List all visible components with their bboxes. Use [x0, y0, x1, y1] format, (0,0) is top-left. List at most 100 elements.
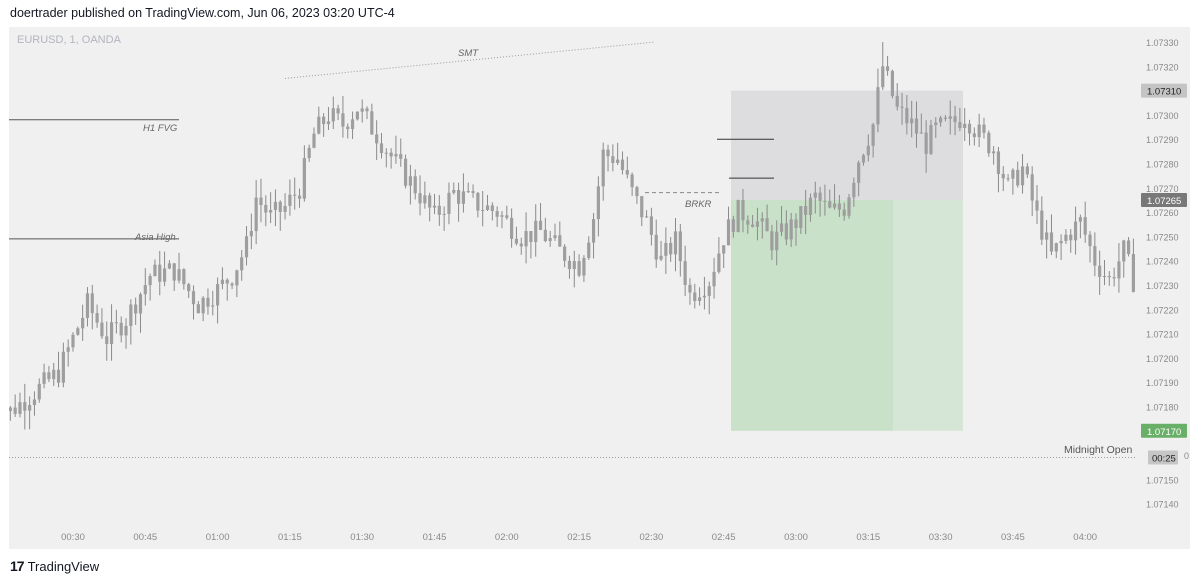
candle-body[interactable] [510, 217, 514, 239]
candle-body[interactable] [360, 108, 364, 112]
candle-body[interactable] [905, 107, 909, 124]
candle-body[interactable] [678, 231, 682, 262]
candle-body[interactable] [235, 270, 239, 286]
candle-body[interactable] [466, 191, 470, 193]
candle-body[interactable] [370, 111, 374, 135]
candle-body[interactable] [519, 243, 523, 247]
candle-body[interactable] [746, 220, 750, 225]
candle-body[interactable] [625, 170, 629, 175]
candle-body[interactable] [770, 231, 774, 251]
candle-body[interactable] [28, 405, 32, 411]
candle-body[interactable] [972, 133, 976, 138]
candle-body[interactable] [712, 271, 716, 287]
candle-body[interactable] [587, 242, 591, 259]
candle-body[interactable] [317, 116, 321, 134]
candle-body[interactable] [399, 154, 403, 159]
candle-body[interactable] [389, 152, 393, 157]
candle-body[interactable] [172, 263, 176, 281]
candle-body[interactable] [71, 334, 75, 348]
candle-body[interactable] [654, 234, 658, 260]
candle-body[interactable] [191, 291, 196, 305]
candle-body[interactable] [90, 293, 94, 314]
candle-body[interactable] [582, 258, 586, 276]
candle-body[interactable] [9, 407, 12, 412]
candle-body[interactable] [143, 285, 147, 295]
candle-body[interactable] [225, 279, 229, 284]
candle-body[interactable] [548, 238, 552, 242]
candle-body[interactable] [779, 223, 784, 232]
candle-body[interactable] [630, 174, 634, 188]
candle-body[interactable] [567, 260, 572, 270]
candle-body[interactable] [818, 192, 822, 201]
candle-body[interactable] [514, 238, 519, 244]
candle-body[interactable] [799, 206, 803, 228]
candle-body[interactable] [408, 176, 412, 186]
candle-body[interactable] [722, 245, 726, 254]
candle-body[interactable] [958, 122, 962, 128]
candle-body[interactable] [61, 351, 65, 383]
candle-body[interactable] [269, 209, 273, 213]
candle-body[interactable] [230, 283, 234, 286]
candle-body[interactable] [900, 106, 904, 108]
candle-body[interactable] [698, 297, 702, 302]
candle-body[interactable] [461, 191, 466, 204]
candle-body[interactable] [495, 211, 499, 217]
candle-body[interactable] [683, 261, 687, 285]
candle-body[interactable] [331, 108, 335, 122]
candle-body[interactable] [293, 194, 297, 196]
candle-body[interactable] [259, 197, 263, 206]
candle-body[interactable] [481, 209, 485, 211]
candle-body[interactable] [664, 242, 668, 256]
candle-body[interactable] [37, 383, 41, 400]
candle-body[interactable] [490, 205, 494, 212]
candle-body[interactable] [1126, 240, 1131, 255]
candle-body[interactable] [109, 322, 114, 345]
candle-body[interactable] [673, 231, 678, 255]
candle-body[interactable] [895, 95, 899, 107]
candle-body[interactable] [543, 229, 547, 242]
candle-body[interactable] [620, 159, 625, 171]
candle-body[interactable] [794, 219, 798, 228]
candle-body[interactable] [866, 145, 870, 156]
candle-body[interactable] [365, 108, 369, 112]
candle-body[interactable] [572, 261, 576, 270]
candle-body[interactable] [842, 209, 846, 216]
candle-body[interactable] [1112, 277, 1116, 279]
candle-body[interactable] [640, 196, 644, 218]
candle-body[interactable] [124, 325, 128, 336]
candle-body[interactable] [741, 199, 745, 221]
candle-body[interactable] [828, 201, 832, 208]
candle-body[interactable] [442, 213, 446, 215]
candle-body[interactable] [1083, 217, 1087, 235]
candle-body[interactable] [553, 235, 557, 239]
smt-line[interactable] [284, 41, 656, 79]
candle-body[interactable] [967, 123, 972, 134]
candle-body[interactable] [148, 276, 152, 286]
candle-body[interactable] [890, 70, 894, 96]
candle-body[interactable] [216, 284, 220, 306]
candle-body[interactable] [1006, 178, 1010, 180]
candle-body[interactable] [105, 336, 109, 345]
candle-body[interactable] [987, 132, 991, 154]
candle-body[interactable] [871, 124, 875, 146]
candle-body[interactable] [534, 220, 538, 243]
candle-body[interactable] [644, 216, 649, 218]
candle-body[interactable] [471, 191, 475, 193]
candle-body[interactable] [394, 154, 398, 157]
candle-body[interactable] [529, 231, 533, 243]
candle-body[interactable] [885, 66, 890, 71]
candle-body[interactable] [278, 201, 282, 212]
candle-body[interactable] [457, 189, 461, 204]
candle-body[interactable] [297, 195, 302, 199]
candle-body[interactable] [929, 125, 933, 154]
candle-body[interactable] [659, 255, 663, 260]
candle-body[interactable] [563, 246, 567, 261]
candle-body[interactable] [1049, 232, 1054, 252]
candle-body[interactable] [162, 268, 167, 282]
candle-body[interactable] [196, 304, 200, 314]
candle-body[interactable] [220, 279, 225, 285]
candle-body[interactable] [731, 219, 735, 232]
candle-body[interactable] [804, 206, 808, 215]
candle-body[interactable] [857, 162, 861, 183]
candle-body[interactable] [693, 292, 697, 302]
